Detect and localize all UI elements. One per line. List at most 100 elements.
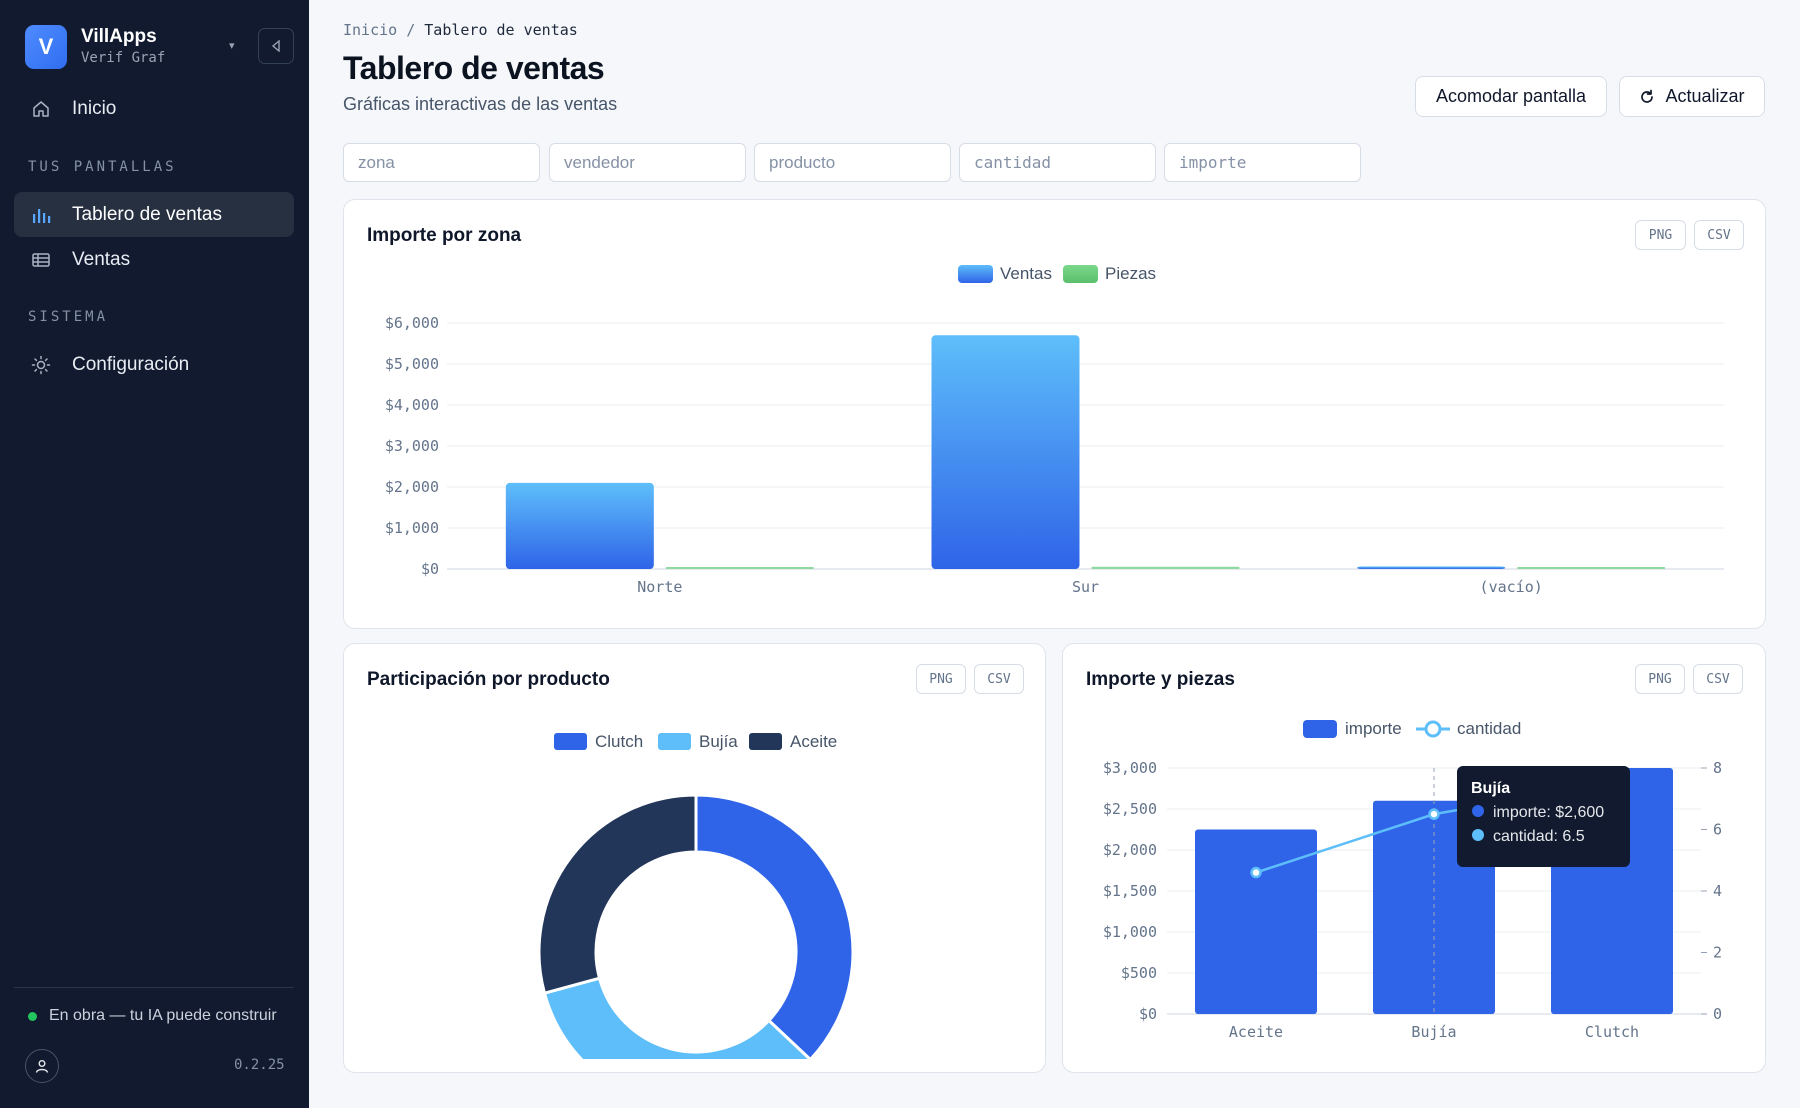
legend-swatch: [658, 733, 691, 750]
x-tick-label: Norte: [637, 578, 682, 596]
user-icon: [35, 1060, 49, 1073]
y-tick-label: $0: [1139, 1005, 1157, 1023]
table-icon: [30, 249, 52, 271]
y-tick-label: $0: [421, 560, 439, 578]
donut-slice[interactable]: [537, 793, 698, 995]
breadcrumb-separator: /: [406, 21, 416, 39]
user-avatar[interactable]: [25, 1049, 59, 1083]
refresh-label: Actualizar: [1665, 86, 1745, 106]
export-png-button[interactable]: PNG: [916, 664, 966, 694]
x-tick-label: Clutch: [1585, 1023, 1639, 1041]
x-tick-label: (vacío): [1480, 578, 1543, 596]
y-tick-label: $3,000: [1103, 759, 1157, 777]
x-tick-label: Sur: [1072, 578, 1099, 596]
legend-label: importe: [1345, 719, 1402, 738]
tooltip-line: importe: $2,600: [1493, 804, 1604, 821]
sidebar-item-configuracion[interactable]: Configuración: [14, 342, 294, 387]
bar-ventas: [1357, 566, 1506, 569]
sidebar: V VillApps Verif Graf ▾ Inicio TUS PANTA…: [0, 0, 309, 1108]
export-png-button[interactable]: PNG: [1635, 220, 1686, 250]
fit-screen-label: Acomodar pantalla: [1435, 86, 1587, 106]
chart-title: Importe por zona: [367, 225, 522, 246]
sidebar-item-ventas[interactable]: Ventas: [14, 237, 294, 282]
combo-chart[interactable]: importe cantidad $0 $500 $1,000 $1,500 $2,000 $…: [1063, 692, 1765, 1070]
legend-swatch: [958, 265, 993, 283]
sidebar-item-label: Inicio: [72, 97, 117, 119]
y-tick-label: $6,000: [385, 314, 439, 332]
y-tick-label: $2,000: [1103, 841, 1157, 859]
zone-chart-card: Importe por zona PNG CSV Ventas Piezas $0 $…: [343, 199, 1766, 629]
tooltip-bg: [1457, 766, 1630, 867]
refresh-button[interactable]: Actualizar: [1619, 76, 1765, 117]
cantidad-filter-input[interactable]: [959, 143, 1156, 182]
chevron-down-icon[interactable]: ▾: [229, 40, 235, 52]
bar-piezas: [665, 567, 814, 569]
breadcrumb: Inicio / Tablero de ventas: [343, 21, 578, 39]
export-png-button[interactable]: PNG: [1635, 664, 1685, 694]
section-label-screens: TUS PANTALLAS: [28, 159, 177, 175]
legend-marker: [1424, 720, 1442, 738]
build-status-text: En obra — tu IA puede construir: [49, 1007, 277, 1024]
legend-swatch: [749, 733, 782, 750]
point-cantidad: [1250, 866, 1262, 879]
amount-pieces-card: Importe y piezas PNG CSV importe cantidad…: [1062, 643, 1766, 1073]
importe-filter-input[interactable]: [1164, 143, 1361, 182]
app-logo: V: [25, 25, 67, 69]
breadcrumb-root[interactable]: Inicio: [343, 21, 398, 39]
page-subtitle: Gráficas interactivas de las ventas: [343, 94, 618, 114]
zone-bar-chart[interactable]: Ventas Piezas $0 $1,000 $2,000 $3,000 $4,000 $5…: [344, 248, 1765, 628]
donut-group: [537, 793, 855, 1069]
product-share-card: Participación por producto PNG CSV Clutc…: [343, 643, 1046, 1073]
donut-slice[interactable]: [542, 976, 812, 1069]
export-csv-button[interactable]: CSV: [1694, 220, 1744, 250]
y-tick-label: $4,000: [385, 396, 439, 414]
legend-swatch: [554, 733, 587, 750]
refresh-icon: [1641, 89, 1654, 103]
producto-filter-input[interactable]: [754, 143, 951, 182]
app-switcher[interactable]: V VillApps Verif Graf ▾: [25, 25, 294, 69]
bar-piezas: [1091, 566, 1240, 569]
export-csv-button[interactable]: CSV: [1693, 664, 1743, 694]
x-tick-label: Bujía: [1411, 1023, 1456, 1041]
breadcrumb-current: Tablero de ventas: [424, 21, 578, 39]
tooltip-line: cantidad: 6.5: [1493, 828, 1585, 845]
y2-tick-label: 8: [1713, 759, 1722, 777]
sun-icon: [30, 354, 52, 376]
y2-tick-label: 4: [1713, 882, 1722, 900]
sidebar-item-label: Tablero de ventas: [72, 203, 222, 225]
zona-filter-input[interactable]: [343, 143, 540, 182]
vendedor-filter-input[interactable]: [549, 143, 746, 182]
bar-importe: [1195, 829, 1317, 1014]
y-tick-label: $1,500: [1103, 882, 1157, 900]
y-tick-label: $500: [1121, 964, 1157, 982]
y2-tick-label: 0: [1713, 1005, 1722, 1023]
sidebar-divider: [14, 987, 294, 988]
build-status: En obra — tu IA puede construir: [28, 1007, 277, 1025]
y2-tick-label: 2: [1713, 944, 1722, 962]
collapse-sidebar-button[interactable]: [258, 28, 294, 64]
sidebar-item-tablero[interactable]: Tablero de ventas: [14, 192, 294, 237]
y-tick-label: $1,000: [385, 519, 439, 537]
export-csv-button[interactable]: CSV: [974, 664, 1024, 694]
app-version: 0.2.25: [234, 1057, 285, 1073]
tooltip-dot: [1472, 805, 1484, 817]
x-tick-label: Aceite: [1229, 1023, 1283, 1041]
product-donut-chart[interactable]: Clutch Bujía Aceite: [344, 692, 1045, 1069]
app-name: VillApps: [81, 26, 157, 47]
y-tick-label: $2,000: [385, 478, 439, 496]
chart-title: Participación por producto: [367, 669, 610, 690]
collapse-icon: [271, 40, 280, 52]
legend-swatch: [1063, 265, 1098, 283]
y-tick-label: $1,000: [1103, 923, 1157, 941]
sidebar-item-label: Ventas: [72, 248, 131, 270]
point-cantidad: [1428, 808, 1440, 820]
fit-screen-button[interactable]: Acomodar pantalla: [1415, 76, 1607, 117]
donut-slice[interactable]: [694, 793, 855, 1060]
bar-ventas: [931, 335, 1080, 569]
y-tick-label: $2,500: [1103, 800, 1157, 818]
legend-label: Bujía: [699, 732, 738, 751]
status-dot-icon: [28, 1011, 37, 1021]
sidebar-item-inicio[interactable]: Inicio: [14, 86, 294, 131]
sidebar-item-label: Configuración: [72, 353, 190, 375]
section-label-system: SISTEMA: [28, 309, 109, 325]
